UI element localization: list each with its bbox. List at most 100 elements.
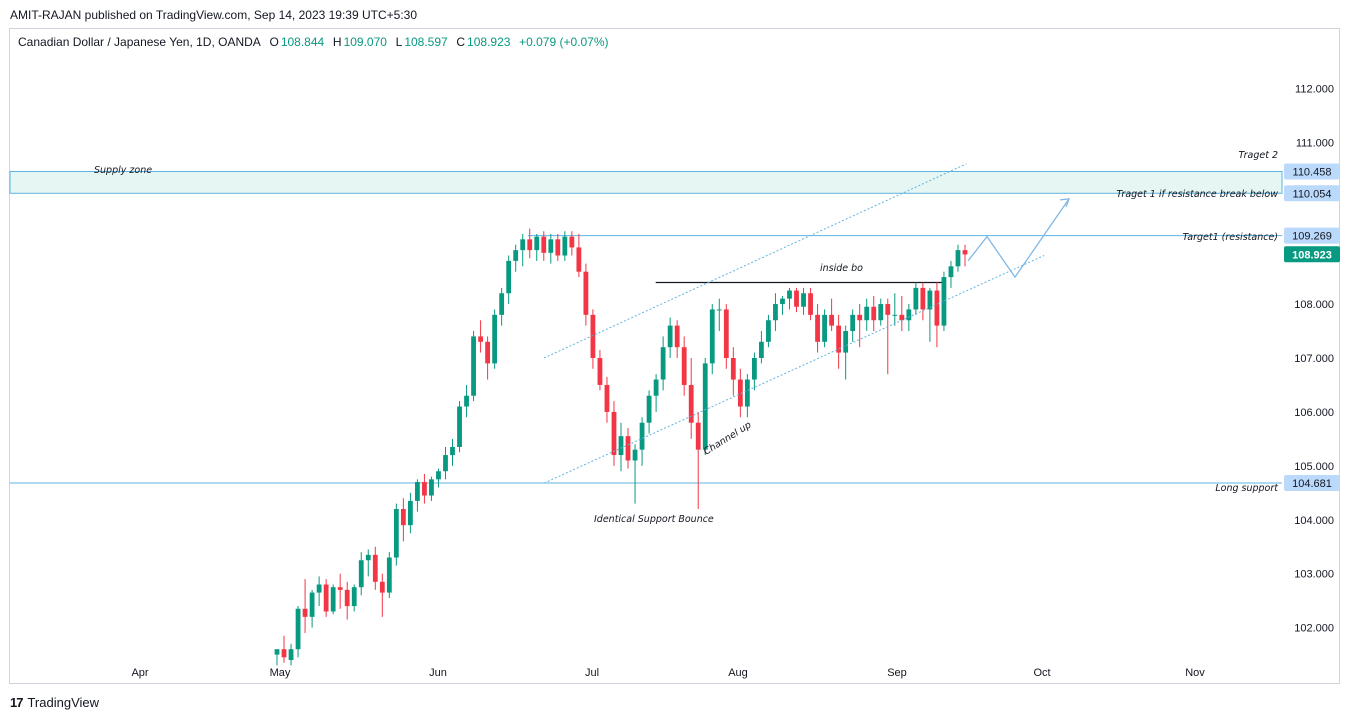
candle-body [934,290,940,326]
footer-brand[interactable]: 17 TradingView [10,695,99,710]
candle [372,546,378,590]
candle [681,336,687,396]
candle [934,282,940,348]
candle [808,287,813,321]
x-tick-label: Aug [728,667,748,679]
candle-body [808,293,813,315]
candle [962,244,968,267]
candle-body [751,357,757,380]
candle [527,228,533,259]
candle-body [351,587,357,607]
candle-body [688,384,694,423]
price-tag-bg [1284,246,1340,263]
candle [892,293,898,326]
candle-body [822,314,827,342]
price-tag-label: 110.054 [1293,188,1332,200]
candle [759,331,764,364]
candle-body [625,436,631,461]
candle-body [604,384,610,412]
candles-layer [274,228,968,666]
candle [485,336,491,380]
candle [513,244,519,272]
candle-body [787,290,792,299]
candle-body [850,314,856,332]
candle [604,376,610,423]
candle [709,304,715,375]
candle-body [429,479,434,496]
candle [520,233,526,267]
candle-body [864,306,870,321]
candle [534,233,540,261]
tradingview-logo-icon: 17 [10,695,24,710]
y-tick-label: 104.000 [1294,515,1334,527]
last-price-tag: 108.923 [1284,246,1340,263]
supply-zone-layer [9,170,1283,194]
price-tag-bg [1284,163,1340,180]
candle [822,309,827,348]
y-tick-label: 102.000 [1294,623,1334,635]
candle-body [457,406,462,447]
x-tick-label: Apr [131,667,148,679]
candle-body [393,508,399,558]
candle [737,368,743,418]
candle [829,298,835,332]
price-tag-bg [1284,475,1340,492]
y-tick-label: 105.000 [1294,461,1334,473]
candle-body [548,239,554,253]
candle [295,606,301,658]
candle [422,473,427,504]
candle-body [541,236,547,253]
candle-body [801,293,806,307]
channel-upper-line [543,163,967,359]
price-level-tag: 104.681 [1284,475,1340,492]
symbol-legend[interactable]: Canadian Dollar / Japanese Yen, 1D, OAND… [18,35,611,49]
projection-arrow-icon [1059,198,1070,208]
candle [780,295,785,315]
chart-frame [9,28,1340,684]
close-value: 108.923 [467,35,511,49]
candle [358,552,364,596]
candle [415,479,420,512]
candle [569,231,575,256]
candle-body [295,608,301,650]
candle [955,244,961,272]
candle [716,298,722,332]
candle-body [330,587,336,612]
candle [576,233,582,278]
candle-body [415,482,420,501]
candle [562,231,568,261]
y-tick-label: 106.000 [1294,407,1334,419]
candle-body [730,357,736,380]
candle-body [443,455,448,472]
candle [583,263,589,326]
candle [632,444,638,504]
candle-body [773,304,778,321]
candle [471,331,476,402]
candle [751,352,757,391]
candle [702,357,708,456]
candle [639,417,645,466]
candle-body [871,306,877,321]
candle [773,293,778,332]
candle-body [948,266,954,278]
candle [330,584,336,615]
symbol-name[interactable]: Canadian Dollar / Japanese Yen, 1D, OAND… [18,35,261,49]
candle-body [562,236,568,256]
candle-body [344,589,350,607]
candle-body [471,336,476,396]
candle [443,446,448,480]
candle-body [485,341,491,364]
y-tick-label: 111.000 [1296,137,1334,149]
candle [316,576,322,607]
level-lines-layer [10,235,1282,484]
candle-body [576,247,582,272]
candle-body [878,304,884,321]
candle-body [829,314,835,326]
candle-body [337,587,343,590]
candle-body [527,239,533,251]
supply-zone [9,170,1283,194]
candle [555,233,561,261]
candle-body [737,379,743,407]
price-tags-layer: 110.458 110.054 109.269 108.923 104.681 [1284,163,1340,492]
